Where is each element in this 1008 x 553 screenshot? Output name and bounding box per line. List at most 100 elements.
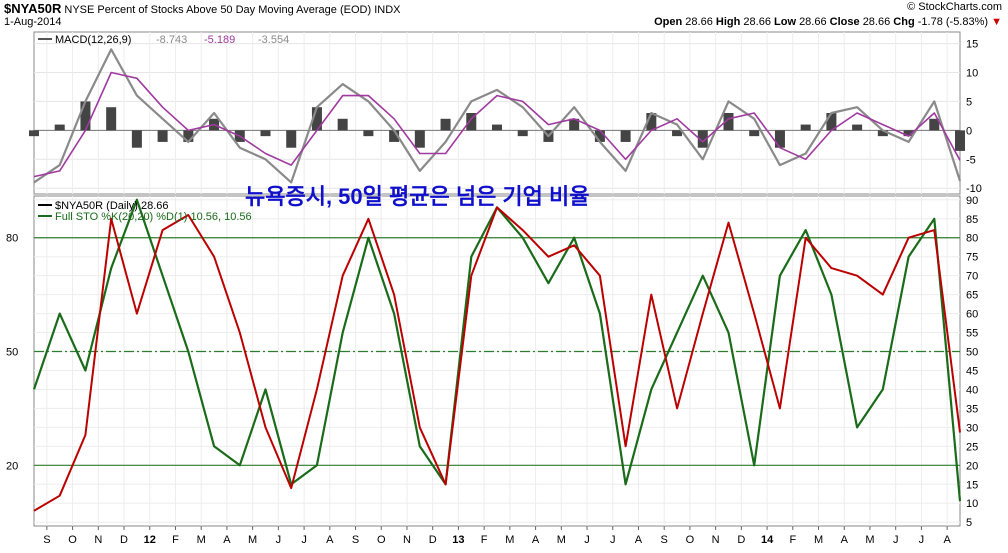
macd-y-tick-label: 0 xyxy=(966,125,972,137)
macd-histogram-bar xyxy=(157,130,168,142)
price-y-tick-label: 30 xyxy=(966,422,978,434)
description: NYSE Percent of Stocks Above 50 Day Movi… xyxy=(64,4,372,16)
price-y-tick-label: 10 xyxy=(966,498,978,510)
macd-histogram-bar xyxy=(414,130,425,148)
macd-histogram-bar xyxy=(260,130,271,137)
quote-row: 1-Aug-2014 Open 28.66 High 28.66 Low 28.… xyxy=(0,16,1008,31)
open-value: 28.66 xyxy=(685,16,713,28)
high-label: High xyxy=(715,16,741,28)
x-tick-label: S xyxy=(43,534,50,546)
macd-histogram-bar xyxy=(826,113,837,131)
x-tick-label: N xyxy=(712,534,720,546)
price-y-tick-label: 60 xyxy=(966,309,978,321)
macd-signal-line xyxy=(33,71,961,178)
x-tick-label: F xyxy=(172,534,179,546)
chg-value: -1.78 (-5.83%) xyxy=(917,16,989,28)
x-tick-label: J xyxy=(276,534,282,546)
x-tick-label: D xyxy=(737,534,745,546)
x-tick-label: N xyxy=(94,534,102,546)
price-y-tick-label: 20 xyxy=(966,460,978,472)
nya50r-price-line xyxy=(33,206,961,512)
macd-histogram-bar xyxy=(774,130,785,148)
macd-histogram-bar xyxy=(672,130,683,137)
macd-legend-signal-value: -5.189 xyxy=(204,34,235,46)
exchange: INDX xyxy=(374,4,401,16)
macd-y-tick-label: 10 xyxy=(966,68,978,80)
annotation-text: 뉴욕증시, 50일 평균은 넘은 기업 비율 xyxy=(245,184,590,209)
x-tick-label: S xyxy=(352,534,359,546)
price-y-tick-label: 75 xyxy=(966,252,978,264)
x-tick-label: 13 xyxy=(452,534,464,546)
sto-left-tick-label: 80 xyxy=(6,233,18,245)
macd-y-tick-label: -5 xyxy=(966,154,976,166)
macd-histogram-bar xyxy=(29,130,39,137)
high-value: 28.66 xyxy=(743,16,771,28)
price-y-tick-label: 85 xyxy=(966,214,978,226)
macd-histogram-bar xyxy=(877,130,888,137)
macd-histogram-bar xyxy=(389,130,400,142)
macd-panel-frame xyxy=(33,31,961,195)
x-tick-label: M xyxy=(557,534,566,546)
x-tick-label: F xyxy=(789,534,796,546)
price-y-tick-label: 50 xyxy=(966,347,978,359)
close-value: 28.66 xyxy=(862,16,891,28)
price-y-tick-label: 45 xyxy=(966,365,978,377)
x-tick-label: O xyxy=(68,534,77,546)
macd-histogram-bar xyxy=(955,130,965,151)
chart-title-row: $NYA50R NYSE Percent of Stocks Above 50 … xyxy=(0,1,1008,16)
x-tick-label: 14 xyxy=(761,534,774,546)
price-y-tick-label: 65 xyxy=(966,290,978,302)
x-tick-label: J xyxy=(893,534,899,546)
x-tick-label: J xyxy=(301,534,307,546)
macd-histogram-bar xyxy=(183,130,194,142)
price-y-tick-label: 35 xyxy=(966,403,978,415)
macd-histogram-bar xyxy=(646,113,657,131)
low-value: 28.66 xyxy=(799,16,827,28)
brand-watermark: © StockCharts.com xyxy=(907,1,1002,13)
macd-histogram-bar xyxy=(903,130,914,137)
x-tick-label: D xyxy=(429,534,437,546)
macd-histogram-bar xyxy=(131,130,142,148)
sto-legend-label: Full STO %K(20,20) %D(1) 10.56, 10.56 xyxy=(55,211,252,223)
x-tick-label: F xyxy=(481,534,488,546)
x-tick-label: O xyxy=(377,534,386,546)
x-tick-label: A xyxy=(943,534,951,546)
open-label: Open xyxy=(654,16,683,28)
x-tick-label: M xyxy=(248,534,257,546)
x-tick-label: J xyxy=(584,534,590,546)
macd-histogram-bar xyxy=(80,101,91,131)
macd-line xyxy=(33,48,962,184)
price-y-tick-label: 25 xyxy=(966,441,978,453)
macd-histogram-bar xyxy=(440,118,451,131)
price-legend-label: $NYA50R (Daily) 28.66 xyxy=(55,200,169,212)
quote-values: Open 28.66 High 28.66 Low 28.66 Close 28… xyxy=(654,16,1002,28)
x-tick-label: A xyxy=(326,534,334,546)
x-tick-label: A xyxy=(223,534,231,546)
chart-date: 1-Aug-2014 xyxy=(4,16,62,28)
macd-y-tick-label: 15 xyxy=(966,39,978,51)
symbol: $NYA50R xyxy=(4,1,62,16)
x-tick-label: M xyxy=(197,534,206,546)
chg-label: Chg xyxy=(893,16,915,28)
sto-left-tick-label: 50 xyxy=(6,347,18,359)
price-y-tick-label: 80 xyxy=(966,233,978,245)
x-tick-label: N xyxy=(403,534,411,546)
macd-histogram-bar xyxy=(749,130,760,137)
x-tick-label: O xyxy=(686,534,695,546)
price-y-tick-label: 40 xyxy=(966,384,978,396)
macd-histogram-bar xyxy=(723,113,734,131)
macd-histogram-bar xyxy=(466,113,477,131)
macd-y-tick-label: 5 xyxy=(966,96,972,108)
x-tick-label: A xyxy=(532,534,540,546)
price-y-tick-label: 70 xyxy=(966,271,978,283)
macd-y-tick-label: -10 xyxy=(966,183,982,195)
x-tick-label: M xyxy=(865,534,874,546)
chart-title: $NYA50R NYSE Percent of Stocks Above 50 … xyxy=(4,1,400,16)
macd-histogram-bar xyxy=(363,130,374,137)
macd-histogram-bar xyxy=(311,107,322,131)
macd-histogram-bar xyxy=(697,130,708,148)
x-tick-label: J xyxy=(610,534,616,546)
macd-histogram-bar xyxy=(929,118,940,131)
x-tick-label: M xyxy=(814,534,823,546)
